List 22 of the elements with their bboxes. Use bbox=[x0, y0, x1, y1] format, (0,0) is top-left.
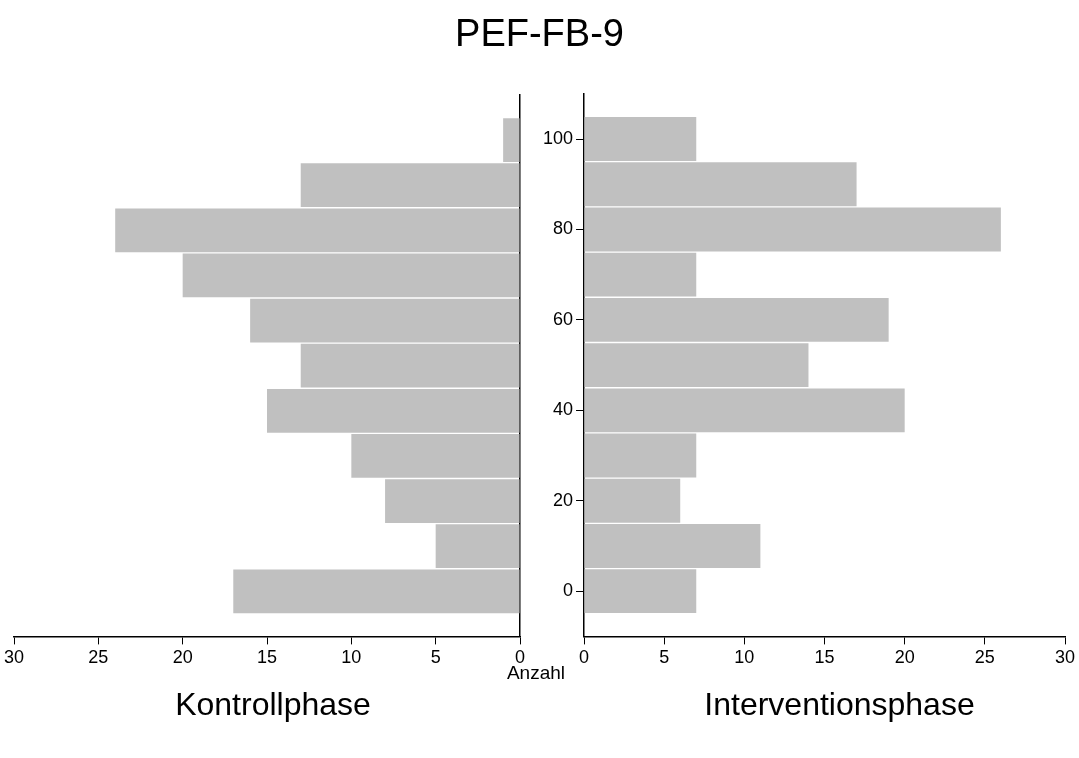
x-tick-label: 5 bbox=[659, 647, 670, 668]
x-tick-label: 5 bbox=[430, 647, 441, 668]
x-tick-label: 15 bbox=[814, 647, 835, 668]
y-tick-label: 20 bbox=[553, 489, 574, 510]
x-tick-label: 25 bbox=[88, 647, 109, 668]
y-tick-label: 40 bbox=[553, 399, 574, 420]
x-tick-label: 20 bbox=[894, 647, 915, 668]
x-tick-label: 20 bbox=[172, 647, 193, 668]
x-tick-label: 25 bbox=[974, 647, 995, 668]
x-tick-label: 10 bbox=[341, 647, 362, 668]
x-axis-title: Kontrollphase bbox=[174, 686, 372, 723]
x-tick-label: 15 bbox=[256, 647, 278, 668]
x-axis-title: Interventionsphase bbox=[703, 686, 976, 723]
y-tick-label: 80 bbox=[553, 218, 574, 239]
x-tick-label: 30 bbox=[3, 647, 25, 668]
x-tick-label: 0 bbox=[579, 647, 590, 668]
x-tick-label: 30 bbox=[1054, 647, 1076, 668]
y-tick-label: 100 bbox=[542, 127, 574, 148]
x-tick-label: 10 bbox=[734, 647, 755, 668]
chart-title: PEF-FB-9 bbox=[454, 12, 625, 55]
y-tick-label: 0 bbox=[563, 580, 574, 601]
y-tick-label: 60 bbox=[553, 308, 574, 329]
